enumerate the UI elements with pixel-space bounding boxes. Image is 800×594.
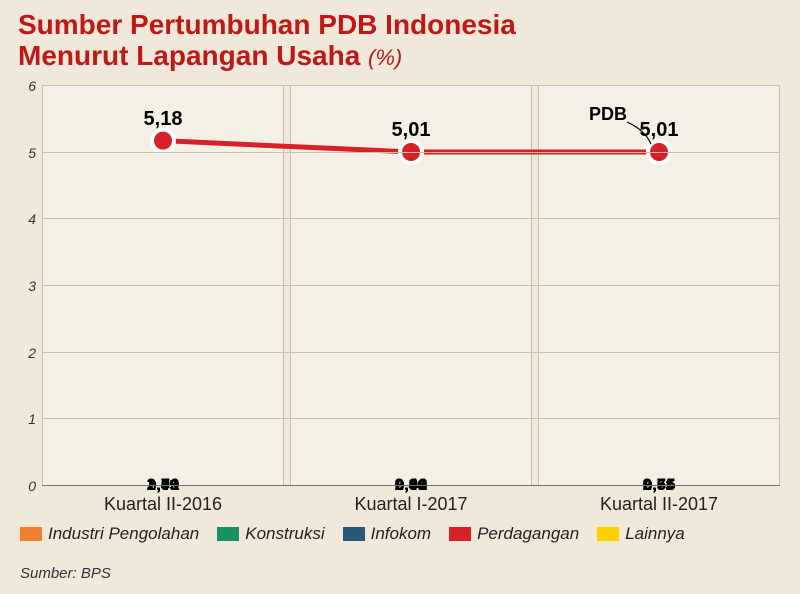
y-tick: 5 — [28, 145, 36, 161]
legend-swatch — [449, 527, 471, 541]
gridline — [42, 352, 780, 353]
gridline — [42, 285, 780, 286]
gridline — [42, 485, 780, 486]
y-tick: 6 — [28, 78, 36, 94]
x-label: Kuartal II-2017 — [538, 490, 780, 515]
y-tick: 0 — [28, 478, 36, 494]
y-tick: 2 — [28, 345, 36, 361]
legend-swatch — [20, 527, 42, 541]
title-line1: Sumber Pertumbuhan PDB Indonesia — [18, 9, 516, 40]
legend-label: Industri Pengolahan — [48, 524, 199, 544]
gridline — [42, 218, 780, 219]
legend-swatch — [597, 527, 619, 541]
plot-area: 2,710,550,430,491,005,182,400,660,440,59… — [42, 86, 780, 486]
source-label: Sumber: BPS — [20, 565, 111, 582]
title-line2: Menurut Lapangan Usaha — [18, 40, 360, 71]
gridline — [42, 418, 780, 419]
x-label: Kuartal I-2017 — [290, 490, 532, 515]
legend: Industri Pengolahan Konstruksi Infokom Perd… — [20, 524, 685, 544]
chart-title: Sumber Pertumbuhan PDB Indonesia Menurut… — [0, 0, 800, 74]
gridline — [42, 152, 780, 153]
bar-panel: 2,710,550,430,491,005,18 — [42, 86, 284, 486]
legend-label: Perdagangan — [477, 524, 579, 544]
legend-label: Infokom — [371, 524, 431, 544]
legend-label: Konstruksi — [245, 524, 324, 544]
gridline — [42, 85, 780, 86]
x-axis-labels: Kuartal II-2016Kuartal I-2017Kuartal II-… — [42, 490, 780, 515]
y-tick: 3 — [28, 278, 36, 294]
bar-panel: 2,550,510,530,660,765,01 — [538, 86, 780, 486]
legend-item-infokom: Infokom — [343, 524, 431, 544]
legend-item-konstruksi: Konstruksi — [217, 524, 324, 544]
y-tick: 4 — [28, 211, 36, 227]
total-label: 5,18 — [43, 108, 283, 131]
legend-item-industri: Industri Pengolahan — [20, 524, 199, 544]
total-label: 5,01 — [539, 119, 779, 142]
legend-item-perdagangan: Perdagangan — [449, 524, 579, 544]
legend-swatch — [217, 527, 239, 541]
bar-panel: 2,400,660,440,590,925,01 — [290, 86, 532, 486]
chart-area: 0123456 2,710,550,430,491,005,182,400,66… — [20, 86, 780, 486]
legend-item-lainnya: Lainnya — [597, 524, 685, 544]
y-tick: 1 — [28, 411, 36, 427]
y-axis: 0123456 — [20, 86, 40, 486]
legend-label: Lainnya — [625, 524, 685, 544]
bar-panels: 2,710,550,430,491,005,182,400,660,440,59… — [42, 86, 780, 486]
legend-swatch — [343, 527, 365, 541]
x-label: Kuartal II-2016 — [42, 490, 284, 515]
total-label: 5,01 — [291, 119, 531, 142]
title-unit: (%) — [368, 45, 402, 70]
